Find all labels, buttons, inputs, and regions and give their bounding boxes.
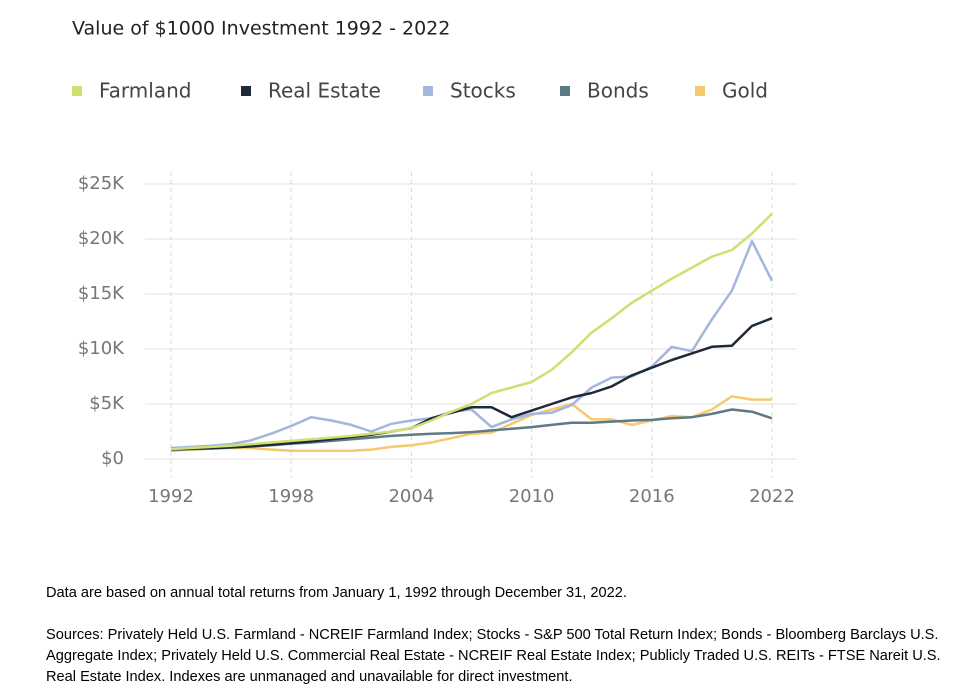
legend-label: Stocks — [450, 79, 516, 103]
chart-title: Value of $1000 Investment 1992 - 2022 — [72, 18, 450, 40]
x-tick-label: 2004 — [388, 486, 434, 507]
legend-label: Real Estate — [268, 79, 381, 103]
footnote: Sources: Privately Held U.S. Farmland - … — [46, 627, 941, 685]
y-tick-label: $15K — [78, 283, 125, 304]
series-line — [170, 212, 773, 451]
chart: Value of $1000 Investment 1992 - 2022 Fa… — [72, 18, 797, 507]
legend-label: Farmland — [99, 79, 191, 103]
series-line — [170, 317, 773, 451]
footnote: Data are based on annual total returns f… — [46, 585, 627, 601]
legend-marker — [695, 86, 705, 96]
series-line — [170, 239, 774, 450]
series-line — [170, 395, 772, 453]
y-tick-label: $20K — [78, 228, 125, 249]
legend-marker — [560, 86, 570, 96]
legend-marker — [241, 86, 251, 96]
y-tick-label: $10K — [78, 338, 125, 359]
y-tick-label: $0 — [101, 448, 124, 469]
x-tick-label: 1998 — [268, 486, 314, 507]
x-tick-label: 2010 — [509, 486, 555, 507]
x-tick-label: 2016 — [629, 486, 675, 507]
x-tick-label: 2022 — [749, 486, 795, 507]
legend-label: Bonds — [587, 79, 649, 103]
x-tick-label: 1992 — [148, 486, 194, 507]
legend-marker — [423, 86, 433, 96]
legend-label: Gold — [722, 79, 768, 103]
legend-marker — [72, 86, 82, 96]
y-tick-label: $5K — [89, 393, 125, 414]
y-tick-label: $25K — [78, 173, 125, 194]
